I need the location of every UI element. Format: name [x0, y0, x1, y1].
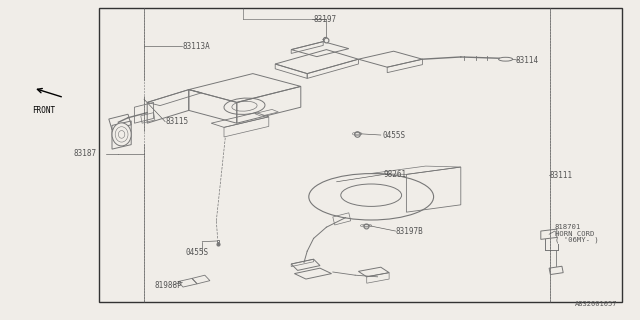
Text: HORN CORD: HORN CORD [555, 231, 595, 236]
Bar [99, 8, 622, 302]
Text: 83187: 83187 [74, 149, 97, 158]
Text: 83197: 83197 [314, 15, 337, 24]
Text: 83111: 83111 [549, 171, 572, 180]
Text: 98261: 98261 [384, 170, 407, 179]
Text: 83115: 83115 [165, 117, 188, 126]
Text: A832001057: A832001057 [575, 300, 618, 307]
Ellipse shape [499, 57, 513, 61]
Text: 83114: 83114 [515, 56, 538, 65]
Text: 818701: 818701 [555, 224, 581, 230]
Ellipse shape [112, 123, 131, 146]
Text: 0455S: 0455S [186, 248, 209, 257]
Text: 0455S: 0455S [382, 131, 405, 140]
Text: ( '06MY- ): ( '06MY- ) [555, 237, 598, 243]
Text: FRONT: FRONT [32, 106, 55, 115]
Text: 81988P: 81988P [155, 281, 182, 290]
Text: 83197B: 83197B [396, 227, 423, 236]
Text: 83113A: 83113A [182, 42, 210, 51]
